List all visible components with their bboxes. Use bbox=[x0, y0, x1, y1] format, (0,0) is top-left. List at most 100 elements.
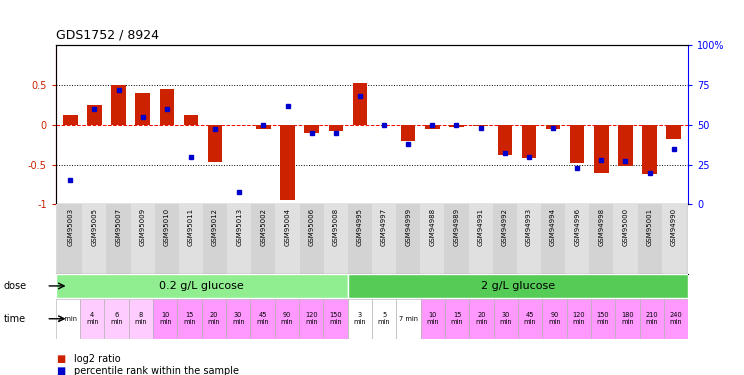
Bar bbox=[353, 83, 368, 125]
Text: GSM94988: GSM94988 bbox=[429, 208, 435, 246]
Text: 4
min: 4 min bbox=[86, 312, 99, 325]
Bar bbox=[541, 204, 565, 274]
Text: GSM95011: GSM95011 bbox=[188, 208, 194, 246]
Bar bbox=[83, 204, 106, 274]
Text: 30
min: 30 min bbox=[232, 312, 245, 325]
Bar bbox=[202, 299, 226, 339]
Bar bbox=[546, 125, 560, 129]
Bar bbox=[63, 115, 77, 125]
Bar bbox=[542, 299, 567, 339]
Text: 240
min: 240 min bbox=[670, 312, 682, 325]
Text: time: time bbox=[4, 314, 26, 324]
Text: ■: ■ bbox=[56, 366, 65, 375]
Text: GSM95000: GSM95000 bbox=[623, 208, 629, 246]
Bar bbox=[251, 299, 275, 339]
Text: GSM95003: GSM95003 bbox=[67, 208, 73, 246]
Text: GSM95002: GSM95002 bbox=[260, 208, 266, 246]
Bar bbox=[444, 204, 469, 274]
Text: GSM94989: GSM94989 bbox=[454, 208, 460, 246]
Text: 120
min: 120 min bbox=[305, 312, 318, 325]
Bar bbox=[155, 204, 179, 274]
Text: 15
min: 15 min bbox=[183, 312, 196, 325]
Bar bbox=[58, 204, 83, 274]
Text: 150
min: 150 min bbox=[329, 312, 341, 325]
Text: 10
min: 10 min bbox=[159, 312, 172, 325]
Bar bbox=[275, 204, 300, 274]
Bar bbox=[425, 125, 440, 129]
Bar bbox=[275, 299, 299, 339]
Bar bbox=[106, 204, 131, 274]
Text: 0.2 g/L glucose: 0.2 g/L glucose bbox=[159, 281, 244, 291]
Bar bbox=[397, 299, 420, 339]
Text: GSM94997: GSM94997 bbox=[381, 208, 387, 246]
Bar bbox=[518, 299, 542, 339]
Text: GSM94998: GSM94998 bbox=[598, 208, 604, 246]
Text: 2 min: 2 min bbox=[59, 316, 77, 322]
Bar bbox=[329, 125, 343, 131]
Text: GSM94995: GSM94995 bbox=[357, 208, 363, 246]
Text: percentile rank within the sample: percentile rank within the sample bbox=[74, 366, 240, 375]
Bar bbox=[498, 125, 512, 155]
Text: 210
min: 210 min bbox=[645, 312, 658, 325]
Bar bbox=[372, 204, 396, 274]
Bar bbox=[251, 204, 275, 274]
Bar bbox=[570, 125, 584, 163]
Bar bbox=[618, 125, 632, 166]
Bar bbox=[667, 125, 681, 139]
Text: GSM95009: GSM95009 bbox=[140, 208, 146, 246]
Bar bbox=[160, 89, 174, 125]
Bar bbox=[420, 299, 445, 339]
Bar bbox=[153, 299, 177, 339]
Text: GSM94999: GSM94999 bbox=[405, 208, 411, 246]
Bar bbox=[469, 299, 493, 339]
Bar bbox=[177, 299, 202, 339]
Bar bbox=[522, 125, 536, 158]
Text: 45
min: 45 min bbox=[256, 312, 269, 325]
Text: 2 g/L glucose: 2 g/L glucose bbox=[481, 281, 555, 291]
Text: GSM94993: GSM94993 bbox=[526, 208, 532, 246]
Text: GSM94990: GSM94990 bbox=[671, 208, 677, 246]
Bar bbox=[420, 204, 444, 274]
Bar bbox=[347, 299, 372, 339]
Bar bbox=[449, 125, 464, 127]
Text: 90
min: 90 min bbox=[280, 312, 293, 325]
Bar bbox=[56, 299, 80, 339]
Bar bbox=[304, 125, 319, 133]
Text: 45
min: 45 min bbox=[524, 312, 536, 325]
Bar bbox=[567, 299, 591, 339]
Bar bbox=[589, 204, 613, 274]
Text: 8
min: 8 min bbox=[135, 312, 147, 325]
Bar bbox=[401, 125, 415, 141]
Text: 150
min: 150 min bbox=[597, 312, 609, 325]
Bar bbox=[208, 125, 222, 162]
Text: GSM95013: GSM95013 bbox=[237, 208, 243, 246]
Text: 5
min: 5 min bbox=[378, 312, 391, 325]
Bar bbox=[615, 299, 640, 339]
Bar bbox=[594, 125, 609, 172]
Bar bbox=[131, 204, 155, 274]
Bar bbox=[300, 204, 324, 274]
Bar bbox=[642, 125, 657, 174]
Text: 10
min: 10 min bbox=[426, 312, 439, 325]
Bar bbox=[372, 299, 397, 339]
Text: dose: dose bbox=[4, 281, 27, 291]
Bar bbox=[129, 299, 153, 339]
Text: GSM95004: GSM95004 bbox=[284, 208, 290, 246]
Text: ■: ■ bbox=[56, 354, 65, 364]
Bar bbox=[324, 204, 348, 274]
Text: log2 ratio: log2 ratio bbox=[74, 354, 121, 364]
Bar bbox=[661, 204, 686, 274]
Bar bbox=[613, 204, 638, 274]
Text: 90
min: 90 min bbox=[548, 312, 561, 325]
Bar bbox=[184, 115, 198, 125]
Text: GSM95010: GSM95010 bbox=[164, 208, 170, 246]
Bar bbox=[299, 299, 324, 339]
Bar bbox=[280, 125, 295, 200]
Text: GDS1752 / 8924: GDS1752 / 8924 bbox=[56, 28, 158, 41]
Bar bbox=[517, 204, 541, 274]
Text: GSM95001: GSM95001 bbox=[647, 208, 652, 246]
Bar bbox=[179, 204, 203, 274]
Text: 180
min: 180 min bbox=[621, 312, 634, 325]
Bar bbox=[638, 204, 661, 274]
Bar bbox=[256, 125, 271, 129]
